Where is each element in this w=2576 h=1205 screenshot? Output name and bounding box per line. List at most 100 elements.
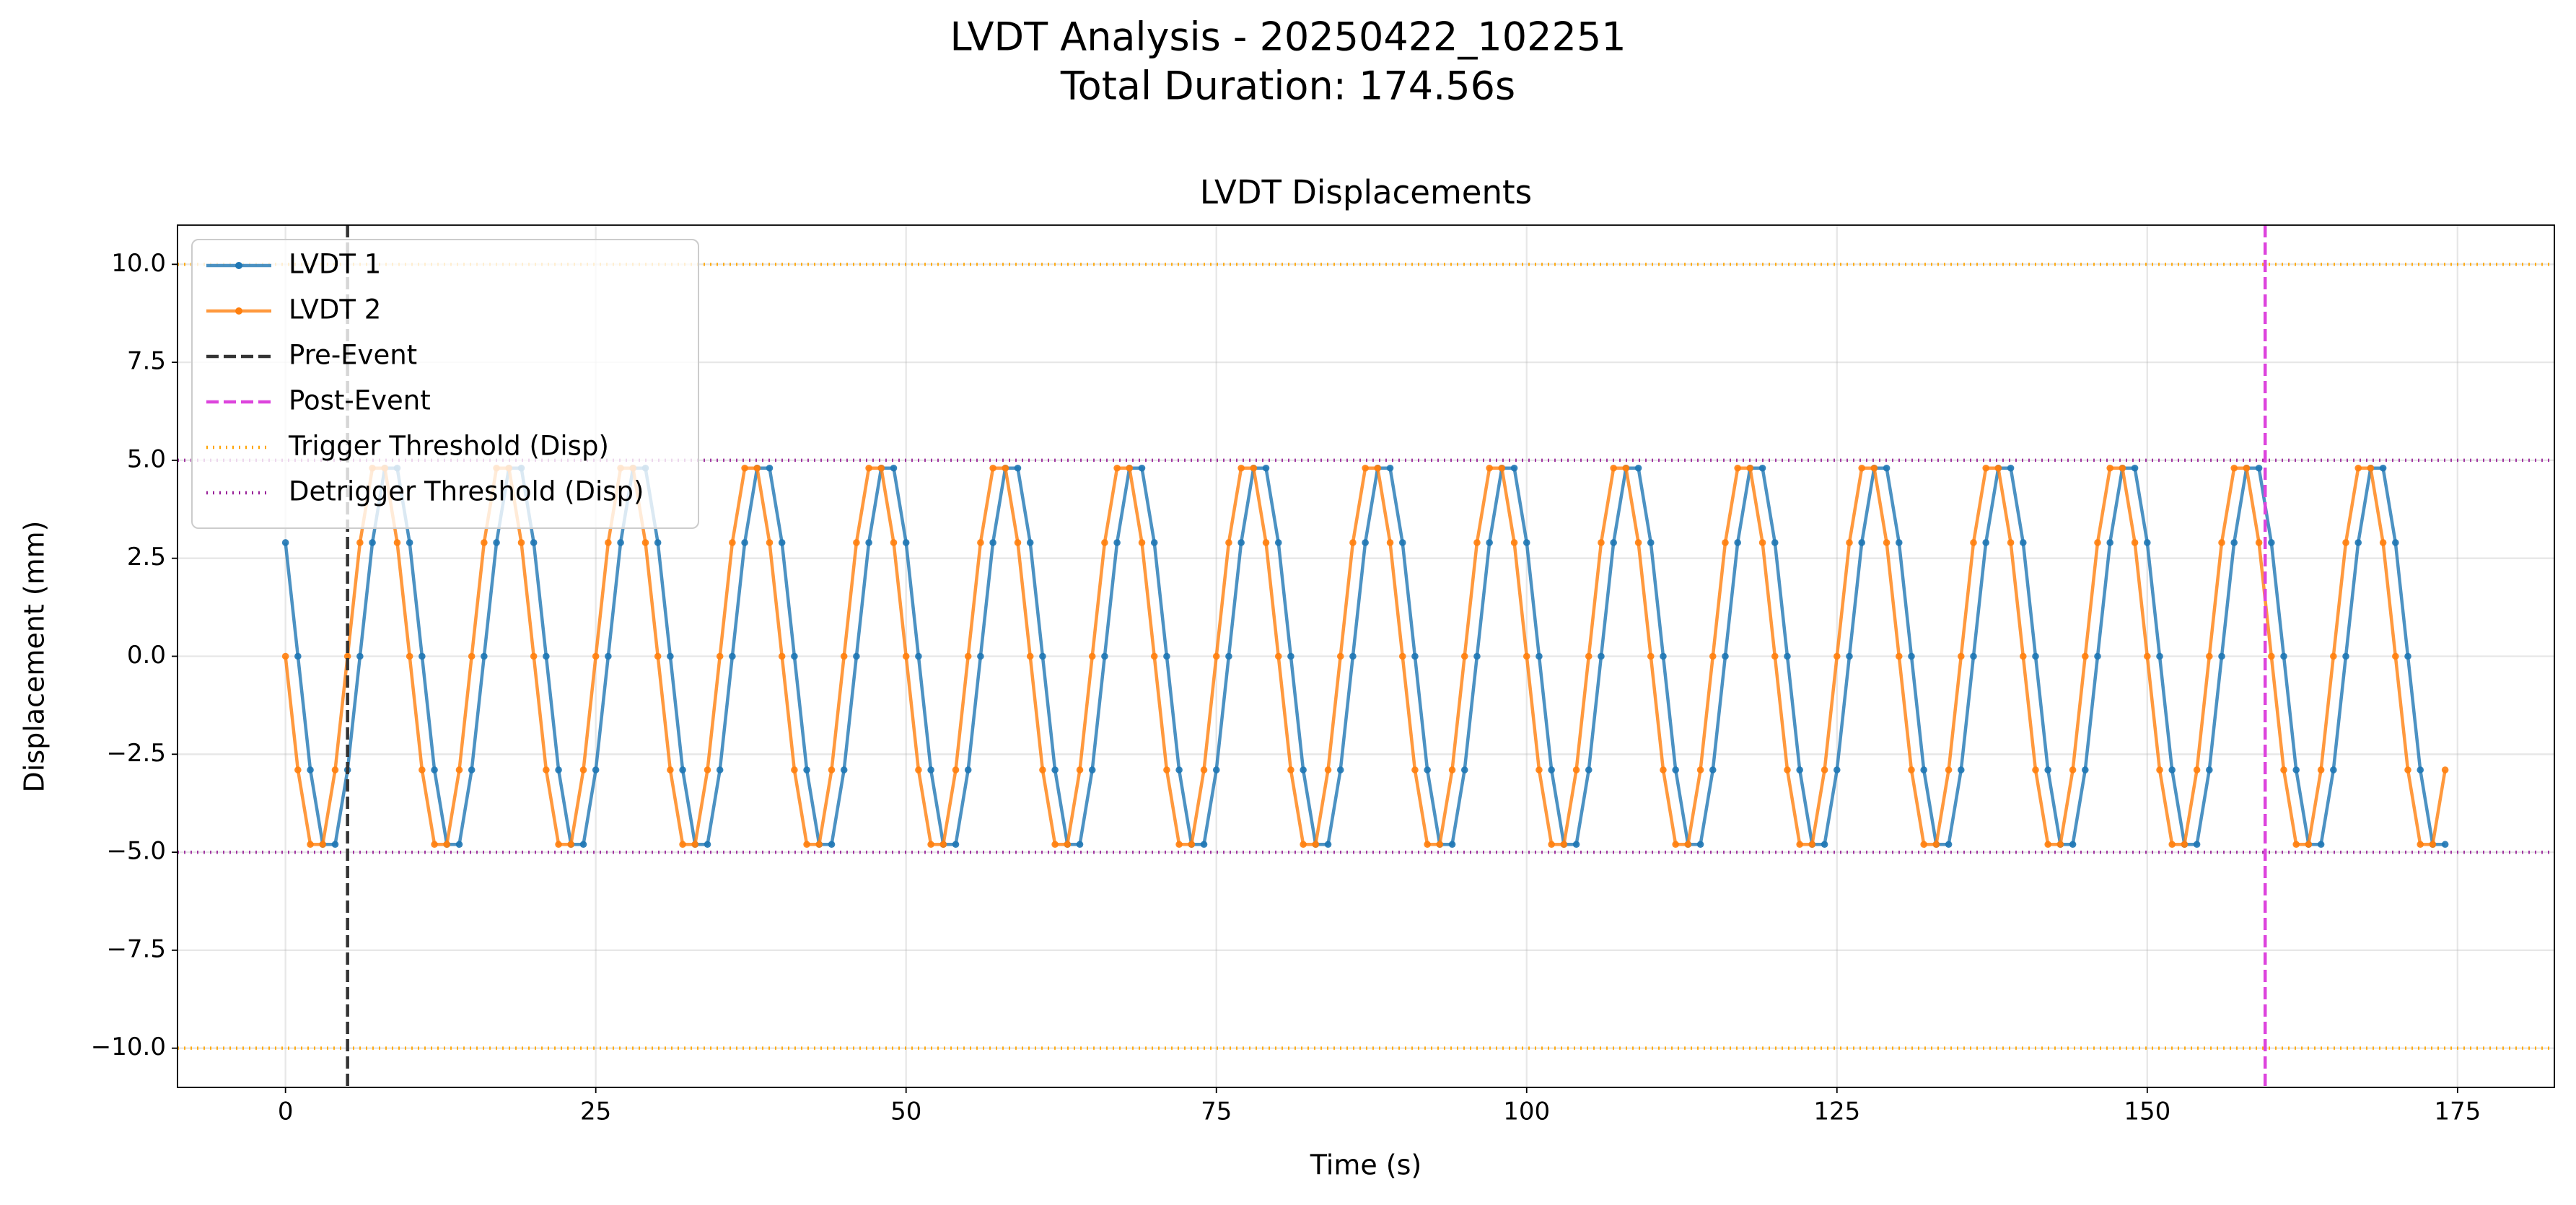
data-point [828,841,836,849]
data-point [877,464,885,472]
data-point [1374,464,1382,472]
data-point [1126,464,1134,472]
data-point [1634,539,1642,546]
data-point [1064,841,1072,849]
data-point [1821,766,1828,774]
data-point [1138,539,1146,546]
data-point [1051,841,1059,849]
data-point [2119,464,2126,472]
data-point [1460,766,1468,774]
data-point [1709,652,1717,660]
data-point [517,539,525,546]
data-point [1175,766,1183,774]
y-tick-label: 7.5 [127,347,166,376]
legend-box [191,239,699,529]
data-point [1920,766,1927,774]
data-point [1014,539,1022,546]
data-point [2007,539,2015,546]
data-point [1510,539,1518,546]
data-point [902,652,910,660]
data-point [543,652,550,660]
data-point [2144,652,2151,660]
data-point [2404,652,2411,660]
data-point [294,766,302,774]
data-point [605,539,612,546]
data-point [1336,652,1344,660]
data-point [468,652,476,660]
data-point [1237,464,1245,472]
x-tick-label: 25 [580,1097,611,1126]
data-point [455,841,463,849]
data-point [778,652,786,660]
data-point [1088,652,1096,660]
data-point [2156,652,2163,660]
data-point [1970,652,1977,660]
data-point [952,766,960,774]
data-point [1386,464,1394,472]
data-point [1572,766,1580,774]
data-point [2317,766,2325,774]
data-point [1051,766,1059,774]
data-point [865,539,872,546]
data-point [543,766,550,774]
data-point [1883,464,1891,472]
legend-label: Trigger Threshold (Disp) [288,431,609,462]
data-point [1634,464,1642,472]
data-point [1138,464,1146,472]
data-point [431,841,438,849]
data-point [1362,539,1369,546]
data-point [791,652,798,660]
data-point [406,539,413,546]
data-point [2218,652,2225,660]
data-point [530,652,538,660]
data-point [2193,766,2201,774]
data-point [766,539,774,546]
data-point [939,841,947,849]
x-tick-label: 50 [890,1097,921,1126]
data-point [729,539,736,546]
data-point [729,652,736,660]
data-point [1895,652,1903,660]
data-point [2330,766,2337,774]
y-tick-label: 2.5 [127,543,166,571]
data-point [1473,652,1481,660]
data-point [2342,652,2349,660]
legend-marker [235,307,242,315]
data-point [977,539,984,546]
data-point [2007,464,2015,472]
chart-title: LVDT Displacements [1200,173,1532,211]
data-point [2168,766,2176,774]
data-point [1758,464,1766,472]
data-point [1746,464,1754,472]
data-point [1510,464,1518,472]
data-point [1362,464,1369,472]
data-point [1598,539,1605,546]
data-point [1411,766,1419,774]
legend-label: LVDT 2 [289,294,381,325]
data-point [1324,766,1332,774]
data-point [1324,841,1332,849]
data-point [1684,841,1692,849]
data-point [1932,841,1940,849]
data-point [2044,841,2051,849]
data-point [579,841,587,849]
data-point [1026,539,1034,546]
data-point [2069,766,2077,774]
data-point [2094,652,2101,660]
data-point [2404,766,2411,774]
data-point [853,652,860,660]
subtitle: Total Duration: 174.56s [1060,63,1515,109]
suptitle: LVDT Analysis - 20250422_102251 [950,14,1626,60]
legend-marker [235,262,242,269]
legend-label: Detrigger Threshold (Disp) [289,476,644,507]
data-point [493,539,500,546]
data-point [2317,841,2325,849]
data-point [567,841,575,849]
data-point [1101,652,1108,660]
data-point [2342,539,2349,546]
data-point [1758,539,1766,546]
data-point [1237,539,1245,546]
data-point [1957,766,1965,774]
data-point [419,766,426,774]
data-point [2106,539,2114,546]
